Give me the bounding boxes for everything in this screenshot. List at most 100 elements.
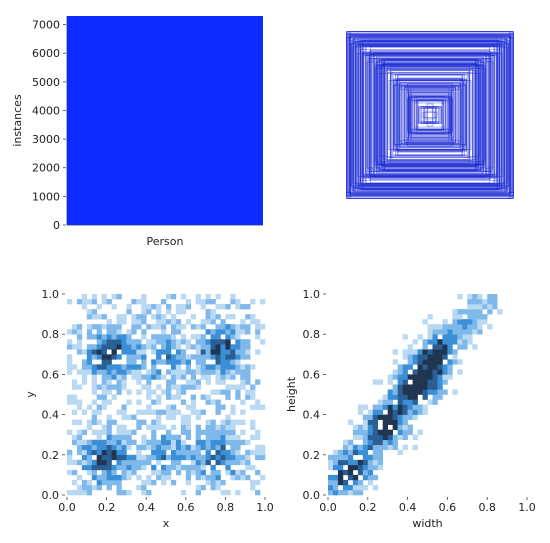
heatmap-cell <box>156 449 162 456</box>
heatmap-cell <box>91 374 97 380</box>
heatmap-cell <box>136 299 142 305</box>
heatmap-cell <box>230 439 236 446</box>
heatmap-cell <box>71 364 78 370</box>
heatmap-cell <box>357 404 364 410</box>
heatmap-cell <box>146 409 152 415</box>
heatmap-cell <box>106 454 112 461</box>
heatmap-cell <box>382 439 388 446</box>
heatmap-cell <box>151 439 157 446</box>
heatmap-cell <box>126 474 132 481</box>
heatmap-cell <box>467 314 473 320</box>
heatmap-cell <box>205 439 211 446</box>
heatmap-cell <box>347 474 354 481</box>
heatmap-cell <box>447 324 453 330</box>
bounding-box <box>347 35 513 195</box>
heatmap-cell <box>121 459 127 466</box>
heatmap-cell <box>141 294 147 300</box>
heatmap-cell <box>151 359 157 365</box>
heatmap-cell <box>487 324 493 330</box>
heatmap-cell <box>161 439 167 446</box>
heatmap-cell <box>382 399 388 405</box>
heatmap-cell <box>136 484 142 491</box>
heatmap-cell <box>161 349 167 355</box>
heatmap-cell <box>250 394 256 400</box>
heatmap-cell <box>116 324 122 330</box>
heatmap-cell <box>432 339 438 345</box>
heatmap-cell <box>190 394 196 400</box>
heatmap-cell <box>185 319 192 325</box>
heatmap-cell <box>126 414 132 420</box>
heatmap-cell <box>67 369 73 375</box>
heatmap-cell <box>347 469 354 476</box>
heatmap-cell <box>141 409 147 415</box>
bounding-box <box>406 84 454 146</box>
heatmap-cell <box>402 334 408 340</box>
heatmap-cell <box>170 369 177 375</box>
heatmap-cell <box>387 389 393 395</box>
heatmap-cell <box>427 379 433 385</box>
y-tick-label: 0.4 <box>303 409 321 422</box>
heatmap-cell <box>141 464 147 471</box>
heatmap-cell <box>240 419 246 425</box>
heatmap-cell <box>141 384 147 390</box>
heatmap-cell <box>392 384 398 390</box>
heatmap-cell <box>422 394 428 400</box>
heatmap-cell <box>101 369 107 375</box>
heatmap-cell <box>131 414 137 420</box>
heatmap-cell <box>131 324 137 330</box>
heatmap-cell <box>180 454 187 461</box>
heatmap-cell <box>367 414 374 420</box>
bounding-box <box>371 58 489 172</box>
heatmap-cell <box>121 339 127 345</box>
heatmap-cell <box>250 479 256 486</box>
heatmap-cell <box>200 364 206 370</box>
heatmap-cell <box>91 294 97 300</box>
heatmap-cell <box>372 449 379 456</box>
heatmap-cell <box>116 314 122 320</box>
heatmap-cell <box>151 324 157 330</box>
heatmap-cell <box>235 459 241 466</box>
heatmap-cell <box>131 339 137 345</box>
heatmap-cell <box>101 294 107 300</box>
heatmap-cell <box>432 379 438 385</box>
heatmap-cell <box>392 409 398 415</box>
heatmap-cell <box>352 444 359 451</box>
heatmap-cell <box>205 399 211 405</box>
heatmap-cell <box>190 369 196 375</box>
heatmap-cell <box>332 464 339 471</box>
heatmap-cell <box>156 409 162 415</box>
heatmap-cell <box>96 324 102 330</box>
heatmap-cell <box>467 309 473 315</box>
heatmap-cell <box>235 299 241 305</box>
heatmap-cell <box>195 459 201 466</box>
heatmap-cell <box>225 434 231 441</box>
heatmap-cell <box>141 489 147 496</box>
heatmap-cell <box>482 299 488 305</box>
heatmap-cell <box>156 459 162 466</box>
heatmap-cell <box>362 449 369 456</box>
heatmap-cell <box>377 379 384 385</box>
heatmap-cell <box>225 424 231 430</box>
heatmap-cell <box>126 369 132 375</box>
heatmap-cell <box>412 414 418 420</box>
heatmap-cell <box>357 434 364 441</box>
heatmap-cell <box>151 304 157 310</box>
heatmap-cell <box>126 444 132 451</box>
heatmap-cell <box>91 444 97 451</box>
heatmap-cell <box>101 449 107 456</box>
bounding-box <box>375 56 485 174</box>
heatmap-cell <box>402 354 408 360</box>
heatmap-cell <box>121 469 127 476</box>
heatmap-cell <box>417 409 423 415</box>
heatmap-cell <box>116 354 122 360</box>
heatmap-cell <box>225 439 231 446</box>
heatmap-cell <box>146 309 152 315</box>
heatmap-cell <box>71 324 78 330</box>
heatmap-cell <box>111 449 117 456</box>
heatmap-cell <box>215 359 221 365</box>
heatmap-cell <box>126 349 132 355</box>
heatmap-cell <box>195 489 201 496</box>
bounding-box <box>422 112 438 118</box>
heatmap-cell <box>372 379 379 385</box>
